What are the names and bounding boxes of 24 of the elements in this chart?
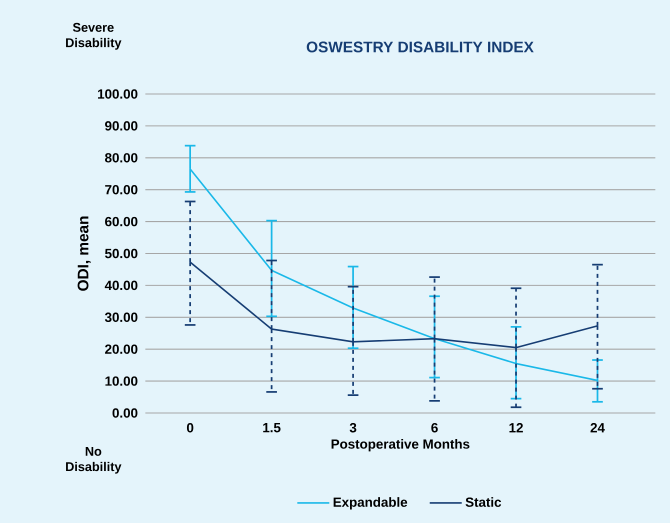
text: No Disability xyxy=(66,446,122,474)
x-tick-label: 12 xyxy=(509,423,523,432)
y-tick-label: 60.00 xyxy=(105,216,138,226)
x-tick-label: 6 xyxy=(431,423,438,432)
x-tick-label: 0 xyxy=(186,423,194,432)
y-tick-label: 80.00 xyxy=(105,153,138,163)
y-tick-label: 100.00 xyxy=(98,89,138,99)
x-axis-title: Postoperative Months xyxy=(332,438,470,452)
y-tick-label: 50.00 xyxy=(105,248,138,258)
x-tick-label: 1.5 xyxy=(263,423,281,432)
chart-title: OSWESTRY DISABILITY INDEX xyxy=(306,42,534,52)
legend-label: Expandable xyxy=(334,497,408,510)
y-tick-label: 40.00 xyxy=(104,280,138,290)
y-tick-label: 30.00 xyxy=(104,312,138,322)
y-tick-label: 90.00 xyxy=(105,121,138,131)
y-tick-label: 10.00 xyxy=(105,376,138,386)
y-axis-title: ODI, mean xyxy=(78,216,91,291)
y-tick-label: 20.00 xyxy=(105,344,138,354)
y-tick-label: 70.00 xyxy=(105,184,138,194)
legend-label: Static xyxy=(466,497,502,507)
y-tick-label: 0.00 xyxy=(112,408,138,418)
text: Severe Disability xyxy=(66,22,122,50)
x-tick-label: 3 xyxy=(350,423,356,432)
x-tick-label: 24 xyxy=(590,423,605,432)
